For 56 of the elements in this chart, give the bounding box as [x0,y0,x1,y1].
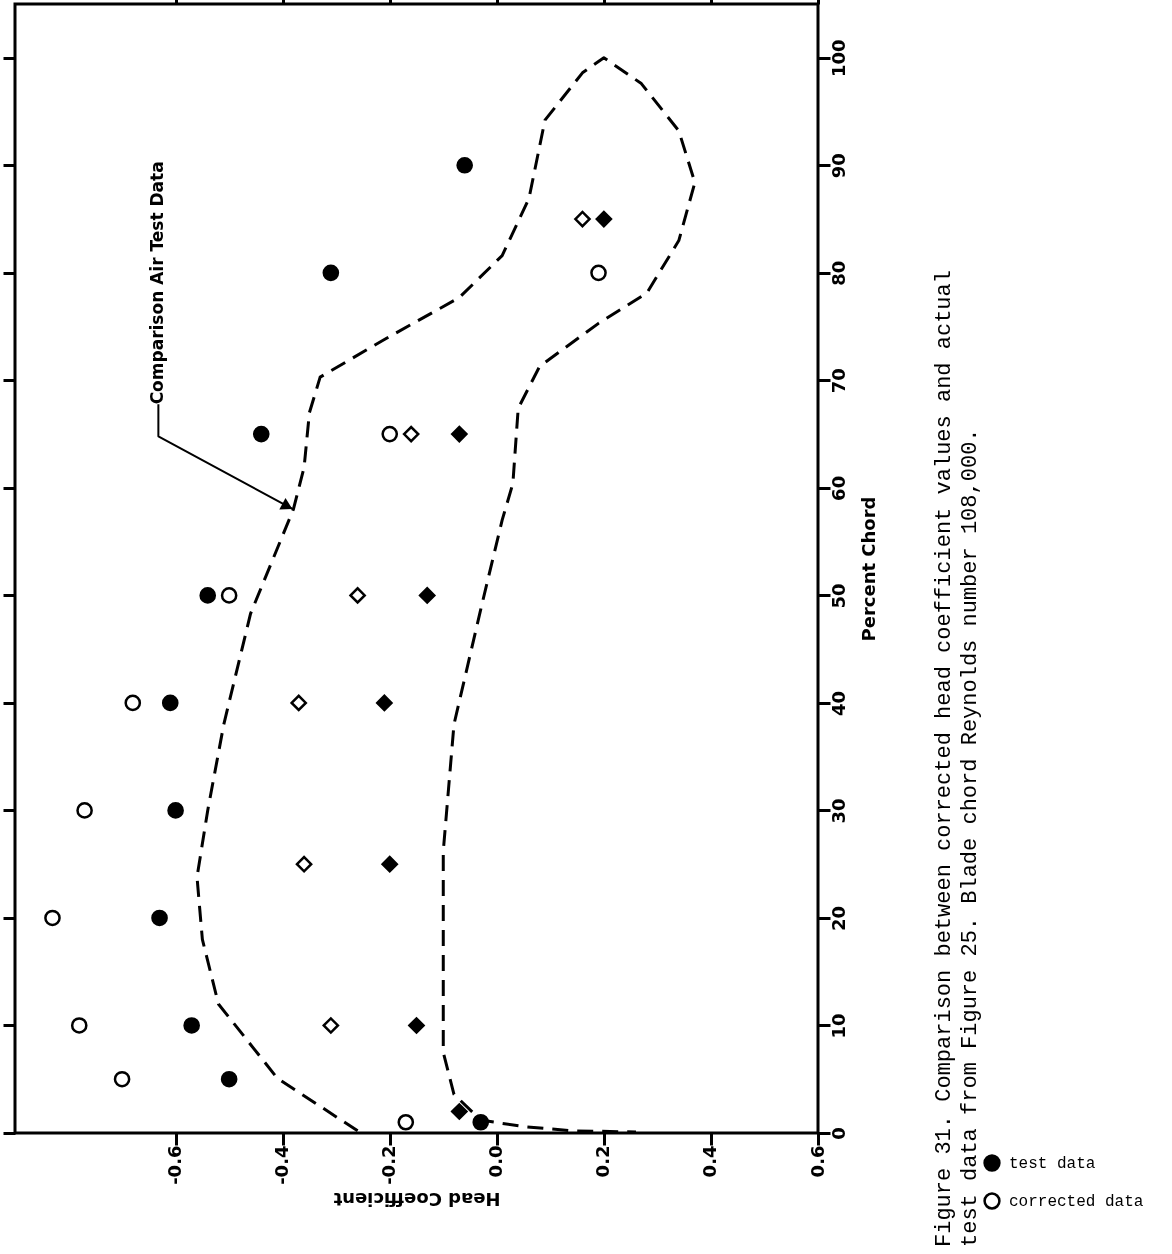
y-tick-label: 0 [827,1127,849,1140]
point [590,264,607,282]
point [322,1017,340,1034]
point [44,909,61,927]
point [252,425,270,443]
point [199,587,217,604]
legend-label: test data [1009,1155,1096,1173]
y-tick-label: 90 [827,153,849,179]
point [402,425,420,443]
text: test data from Figure 25. Blade chord Reynolds number 108,000. [958,428,983,1247]
y-tick-label: 80 [827,260,849,286]
point [381,855,399,873]
point [151,909,168,927]
y-tick-label: 50 [827,583,849,609]
y-tick-label: 30 [827,798,849,824]
x-tick-label: 0.2 [592,1145,614,1178]
point [76,802,93,819]
x-tick-label: 0.6 [806,1145,828,1178]
x-tick-label: -0.4 [271,1145,293,1185]
point [220,1070,238,1088]
point [451,1103,468,1120]
y-tick-label: 10 [827,1013,849,1039]
point [349,587,366,604]
point [167,802,184,819]
point [451,425,468,443]
point [408,1017,425,1034]
point [595,210,613,228]
point [290,694,308,712]
point [397,1113,415,1131]
point [124,694,142,712]
point [70,1017,88,1034]
point [381,425,399,443]
point [574,210,591,228]
y-axis-title: Percent Chord [857,496,879,642]
point [295,855,313,873]
x-axis-title: Head Coefficient [333,1188,501,1210]
y-tick-label: 60 [827,475,849,501]
y-tick-label: 70 [827,368,849,394]
x-tick-label: 0.4 [699,1145,721,1178]
legend-label: corrected data [1009,1193,1144,1211]
y-tick-label: 100 [827,39,849,78]
x-tick-label: -0.2 [378,1145,400,1185]
x-tick-label: 0.0 [485,1145,507,1178]
point [376,694,393,712]
point [418,587,436,604]
x-tick-label: -0.6 [164,1145,186,1185]
y-tick-label: 20 [827,905,849,931]
point [161,694,179,712]
point [322,264,340,282]
annotation: Comparison Air Test Data [147,161,168,405]
caption: Figure 31. Comparison between corrected head coefficient values and actual [932,270,957,1247]
point [183,1017,200,1034]
point [456,156,473,174]
point [220,587,238,604]
point [113,1070,131,1088]
y-tick-label: 40 [827,690,849,716]
